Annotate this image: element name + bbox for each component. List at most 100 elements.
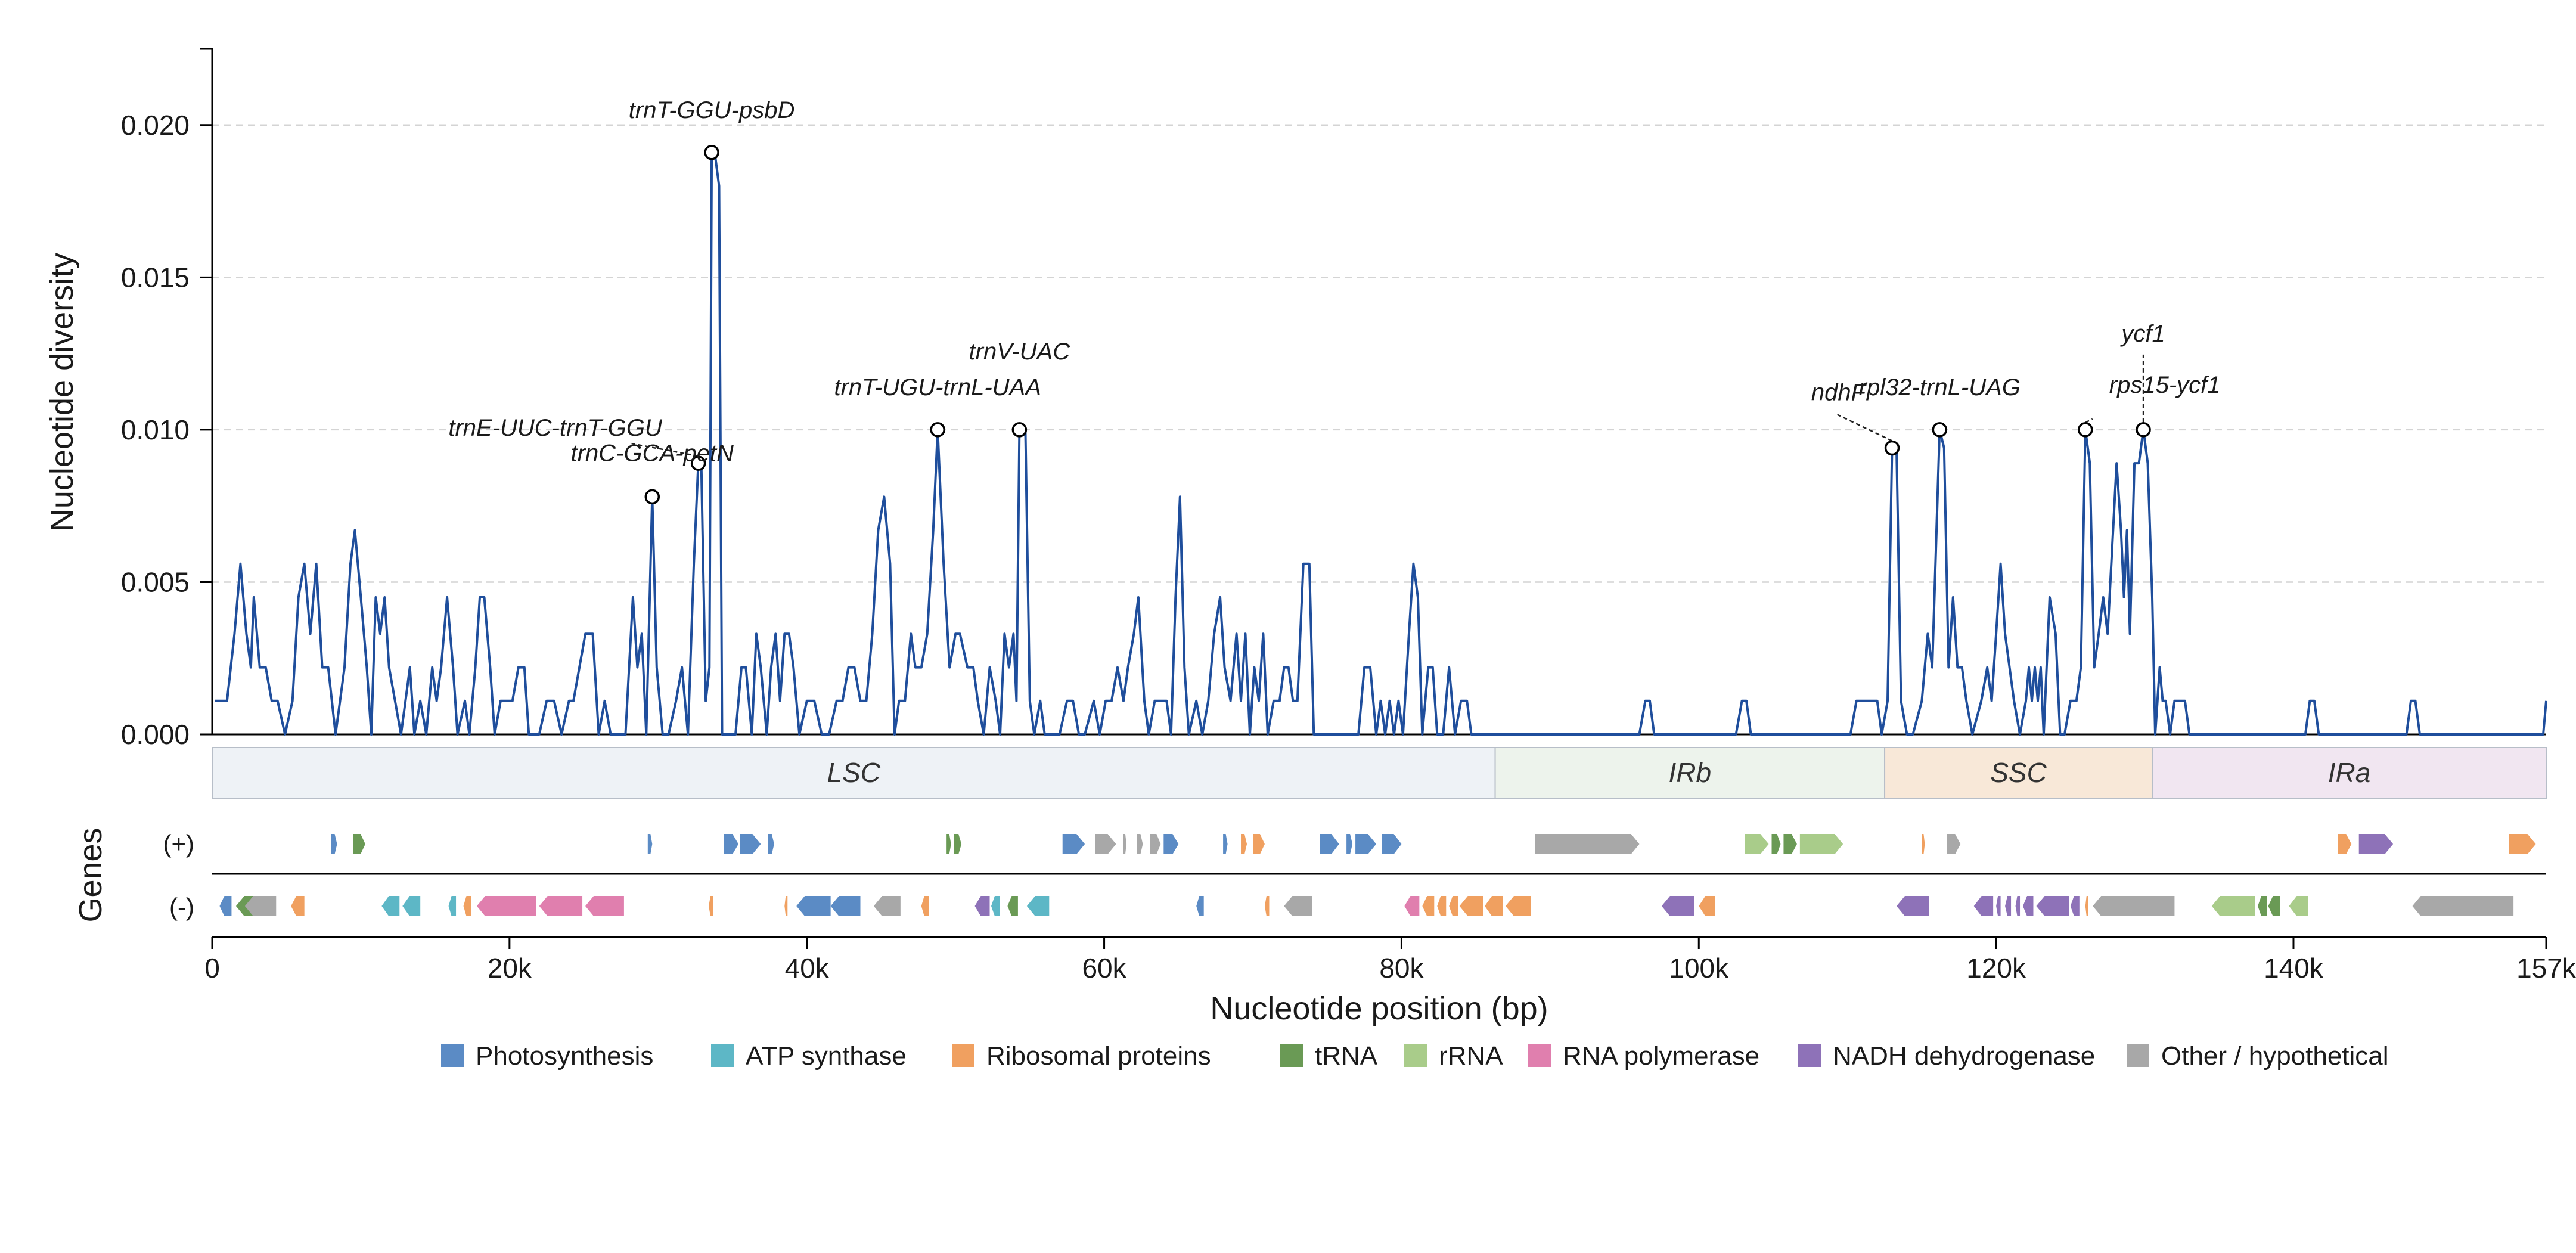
peak-label: trnV-UAC bbox=[969, 339, 1071, 365]
peak-marker bbox=[1011, 422, 1028, 438]
gene-block bbox=[219, 896, 232, 916]
gene-block bbox=[1284, 896, 1312, 916]
gene-block bbox=[1459, 896, 1483, 916]
gene-block bbox=[1973, 896, 1994, 916]
gene-block bbox=[2036, 896, 2069, 916]
gene-block bbox=[539, 896, 583, 916]
gene-block bbox=[1535, 834, 1640, 854]
legend-swatch bbox=[952, 1044, 974, 1067]
legend-swatch bbox=[711, 1044, 734, 1067]
gene-block bbox=[1745, 834, 1769, 854]
gridlines bbox=[212, 124, 2546, 583]
legend-label: tRNA bbox=[1315, 1041, 1378, 1071]
legend-swatch bbox=[1404, 1044, 1427, 1067]
gene-block bbox=[448, 896, 457, 916]
genes-axis-title: Genes bbox=[73, 827, 108, 922]
gene-block bbox=[1422, 896, 1435, 916]
gene-block bbox=[1150, 834, 1161, 854]
peak-label: ycf1 bbox=[2119, 321, 2165, 347]
legend-label: ATP synthase bbox=[746, 1041, 907, 1071]
gene-block bbox=[1007, 896, 1018, 916]
gene-block bbox=[1137, 834, 1143, 854]
gene-block bbox=[1661, 896, 1694, 916]
peak-label: trnC-GCA-petN bbox=[571, 440, 734, 466]
gene-block bbox=[1196, 896, 1204, 916]
gene-block bbox=[381, 896, 400, 916]
y-tick-label: 0.005 bbox=[121, 566, 190, 597]
gene-block bbox=[244, 896, 277, 916]
gene-block bbox=[2338, 834, 2352, 854]
gene-block bbox=[1264, 896, 1270, 916]
gene-block bbox=[873, 896, 901, 916]
peak-marker bbox=[930, 422, 945, 438]
legend-label: Other / hypothetical bbox=[2161, 1041, 2389, 1071]
gene-block bbox=[1320, 834, 1339, 854]
gene-block bbox=[585, 896, 624, 916]
x-tick-label: 100k bbox=[1669, 953, 1729, 984]
strand-minus-label: (-) bbox=[169, 893, 194, 921]
gene-block bbox=[2093, 896, 2175, 916]
peak-label: rps15-ycf1 bbox=[2109, 372, 2221, 398]
legend-swatch bbox=[1280, 1044, 1303, 1067]
peak-leader-line bbox=[631, 442, 699, 457]
gene-block bbox=[921, 896, 929, 916]
gene-block bbox=[2268, 896, 2280, 916]
gene-block bbox=[740, 834, 761, 854]
legend-swatch bbox=[441, 1044, 464, 1067]
gene-block bbox=[2412, 896, 2514, 916]
gene-block bbox=[2258, 896, 2267, 916]
gene-block bbox=[402, 896, 421, 916]
region-label: SSC bbox=[1990, 757, 2047, 788]
gene-block bbox=[1241, 834, 1247, 854]
y-tick-label: 0.015 bbox=[121, 262, 190, 293]
x-tick-label: 140k bbox=[2264, 953, 2324, 984]
peak-marker bbox=[644, 489, 660, 505]
gene-block bbox=[2023, 896, 2034, 916]
gene-block bbox=[784, 896, 788, 916]
gene-block bbox=[1163, 834, 1179, 854]
y-tick-label: 0.000 bbox=[121, 719, 190, 750]
gene-block bbox=[1026, 896, 1050, 916]
gene-block bbox=[1449, 896, 1458, 916]
gene-block bbox=[709, 896, 713, 916]
gene-block bbox=[353, 834, 365, 854]
gene-block bbox=[954, 834, 962, 854]
legend-swatch bbox=[1528, 1044, 1551, 1067]
x-tick-label: 20k bbox=[488, 953, 532, 984]
gene-block bbox=[1699, 896, 1715, 916]
gene-block bbox=[2070, 896, 2080, 916]
gene-block bbox=[768, 834, 774, 854]
gene-block bbox=[291, 896, 305, 916]
y-axis-title: Nucleotide diversity bbox=[44, 253, 80, 532]
region-label: IRa bbox=[2328, 757, 2371, 788]
peak-marker bbox=[1932, 422, 1948, 438]
gene-block bbox=[1404, 896, 1420, 916]
x-tick-label: 120k bbox=[1966, 953, 2026, 984]
x-ticks: 0 20k 40k 60k 80k 100k 120k 140k 157k bbox=[204, 937, 2576, 984]
peak-marker bbox=[1884, 440, 1900, 456]
peak-markers: trnT-GGU-psbD trnE-UUC-trnT-GGUtrnC-GCA-p… bbox=[448, 97, 2221, 505]
gene-block bbox=[2289, 896, 2308, 916]
gene-block bbox=[1355, 834, 1377, 854]
region-label: LSC bbox=[827, 757, 881, 788]
legend: Photosynthesis ATP synthase Ribosomal prot… bbox=[441, 1041, 2389, 1071]
gene-block bbox=[1922, 834, 1925, 854]
peak-label: ndhF bbox=[1811, 380, 1867, 406]
x-tick-label: 40k bbox=[785, 953, 830, 984]
gene-block bbox=[1783, 834, 1797, 854]
gene-block bbox=[2509, 834, 2536, 854]
gene-block bbox=[974, 896, 990, 916]
legend-label: Photosynthesis bbox=[476, 1041, 653, 1071]
gene-block bbox=[946, 834, 951, 854]
peak-leader-line bbox=[2085, 418, 2093, 424]
region-bar: LSC IRb SSC IRa bbox=[212, 747, 2547, 799]
legend-label: NADH dehydrogenase bbox=[1833, 1041, 2095, 1071]
gene-block bbox=[796, 896, 831, 916]
gene-block bbox=[724, 834, 738, 854]
region-block bbox=[1884, 747, 2153, 799]
gene-block bbox=[2358, 834, 2394, 854]
gene-block bbox=[647, 834, 653, 854]
gene-block bbox=[2211, 896, 2255, 916]
gene-block bbox=[1996, 896, 2001, 916]
